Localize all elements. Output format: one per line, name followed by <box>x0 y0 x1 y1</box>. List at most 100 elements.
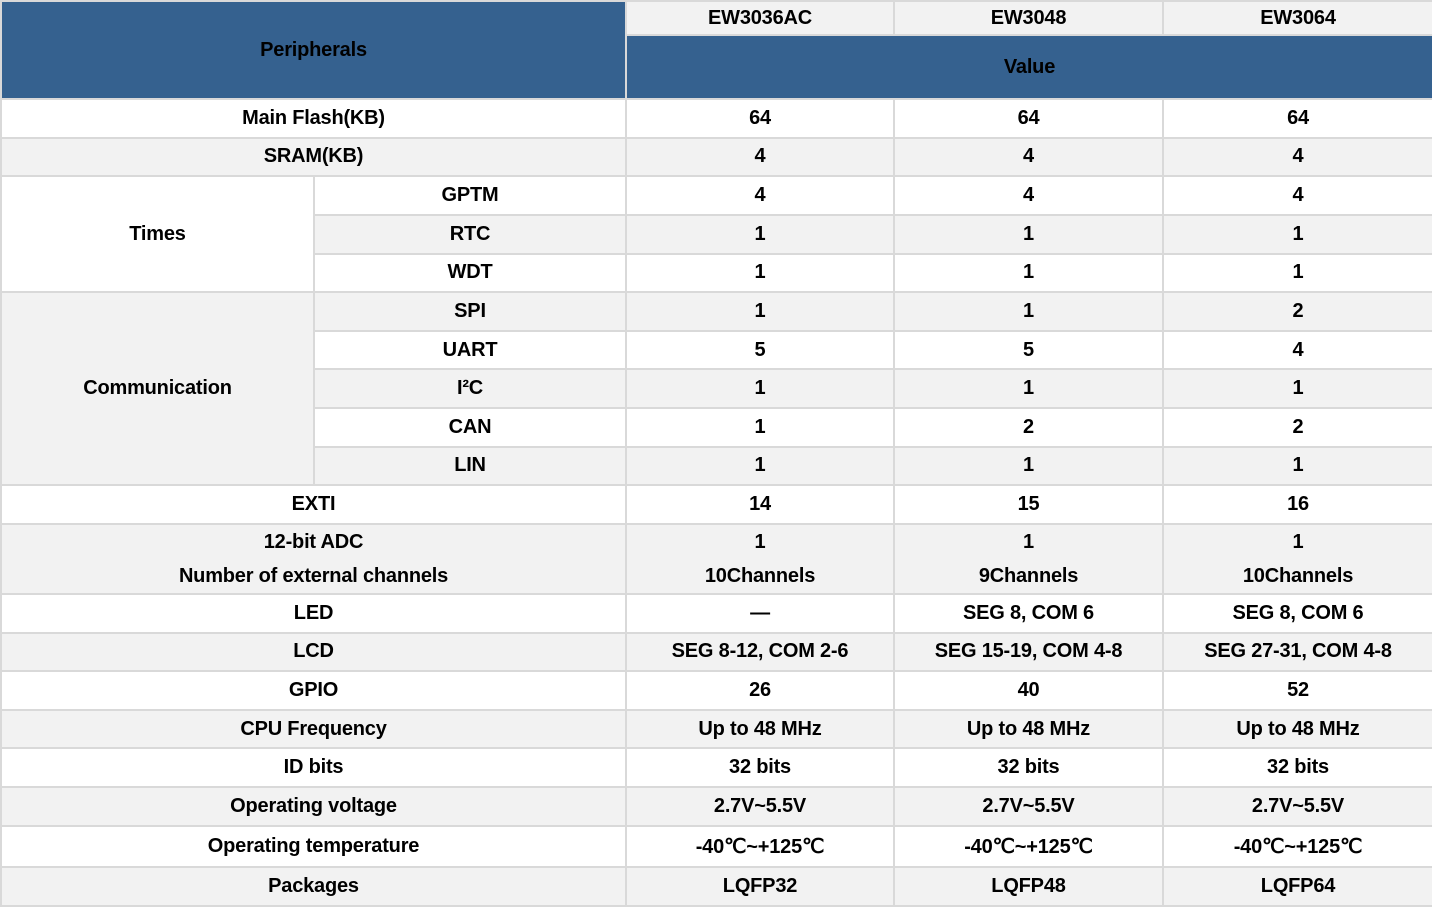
value-cell: 1 10Channels <box>1162 522 1432 595</box>
value-cell: 4 <box>1162 329 1432 371</box>
value-cell: 1 <box>1162 252 1432 294</box>
adc-value-line1: 1 <box>754 530 766 553</box>
adc-label-line2: Number of external channels <box>178 564 449 587</box>
row-label-led: LED <box>0 592 627 634</box>
value-cell: 40 <box>893 670 1164 711</box>
value-cell: 2 <box>1162 407 1432 448</box>
table-row-sram: SRAM(KB) 4 4 4 <box>0 136 1432 178</box>
value-cell: -40℃~+125℃ <box>893 824 1164 869</box>
value-header-row: Value <box>1 34 1432 100</box>
value-cell: LQFP48 <box>893 866 1164 907</box>
value-cell: 1 <box>625 291 895 332</box>
value-cell: 64 <box>893 98 1164 139</box>
row-label-id-bits: ID bits <box>0 747 627 788</box>
value-cell: Up to 48 MHz <box>893 708 1164 750</box>
row-label-operating-temperature: Operating temperature <box>0 824 627 869</box>
table-row-cpu-frequency: CPU Frequency Up to 48 MHz Up to 48 MHz … <box>0 708 1432 750</box>
value-cell: Up to 48 MHz <box>625 708 895 750</box>
table-row-main-flash: Main Flash(KB) 64 64 64 <box>0 98 1432 139</box>
value-cell: Up to 48 MHz <box>1162 708 1432 750</box>
table-row-wdt: WDT 1 1 1 <box>1 252 1432 294</box>
value-cell: LQFP32 <box>625 866 895 907</box>
table-row-lcd: LCD SEG 8-12, COM 2-6 SEG 15-19, COM 4-8… <box>0 631 1432 673</box>
model-header-row: Peripherals EW3036AC EW3048 EW3064 <box>0 0 1432 100</box>
table-row-gptm: Times GPTM 4 4 4 <box>0 175 1432 294</box>
table-row-gpio: GPIO 26 40 52 <box>0 670 1432 711</box>
value-cell: 1 <box>893 368 1164 409</box>
value-cell: 2.7V~5.5V <box>625 786 895 827</box>
value-cell: 4 <box>1162 175 1432 216</box>
table-row-uart: UART 5 5 4 <box>1 329 1432 371</box>
table-row-adc: 12-bit ADC Number of external channels 1… <box>0 522 1432 595</box>
value-cell: 4 <box>625 175 895 216</box>
row-label-lin: LIN <box>313 445 627 487</box>
value-header: Value <box>625 34 1432 100</box>
table-row-led: LED — SEG 8, COM 6 SEG 8, COM 6 <box>0 592 1432 634</box>
table-row-operating-temperature: Operating temperature -40℃~+125℃ -40℃~+1… <box>0 824 1432 869</box>
row-label-spi: SPI <box>313 291 627 332</box>
value-cell: 64 <box>1162 98 1432 139</box>
row-label-lcd: LCD <box>0 631 627 673</box>
row-label-gpio: GPIO <box>0 670 627 711</box>
value-cell: 1 <box>625 252 895 294</box>
row-label-wdt: WDT <box>313 252 627 294</box>
value-cell: 1 <box>625 407 895 448</box>
column-header-ew3048: EW3048 <box>893 0 1164 36</box>
value-cell: 1 <box>1162 213 1432 255</box>
row-label-can: CAN <box>313 407 627 448</box>
value-cell: 2.7V~5.5V <box>893 786 1164 827</box>
row-label-exti: EXTI <box>0 484 627 525</box>
value-cell: 1 10Channels <box>625 522 895 595</box>
row-label-operating-voltage: Operating voltage <box>0 786 627 827</box>
value-cell: 1 <box>1162 445 1432 487</box>
value-cell: 16 <box>1162 484 1432 525</box>
value-cell: 32 bits <box>625 747 895 788</box>
row-label-i2c: I²C <box>313 368 627 409</box>
adc-value-line1: 1 <box>1023 530 1034 553</box>
row-label-uart: UART <box>313 329 627 371</box>
column-header-ew3064: EW3064 <box>1162 0 1432 36</box>
adc-value-line1: 1 <box>1292 530 1304 553</box>
value-cell: 1 <box>893 291 1164 332</box>
value-cell: 1 <box>625 445 895 487</box>
table-row-lin: LIN 1 1 1 <box>1 445 1432 487</box>
value-cell: SEG 8-12, COM 2-6 <box>625 631 895 673</box>
value-cell: 1 <box>893 213 1164 255</box>
value-cell: 2 <box>1162 291 1432 332</box>
value-cell: 1 <box>625 213 895 255</box>
adc-value-line2: 10Channels <box>704 564 816 587</box>
row-label-gptm: GPTM <box>313 175 627 216</box>
value-cell: 1 <box>893 445 1164 487</box>
value-cell: 5 <box>893 329 1164 371</box>
row-label-packages: Packages <box>0 866 627 907</box>
table-row-i2c: I²C 1 1 1 <box>1 368 1432 409</box>
row-label-main-flash: Main Flash(KB) <box>0 98 627 139</box>
value-cell: 26 <box>625 670 895 711</box>
value-cell: SEG 8, COM 6 <box>893 592 1164 634</box>
value-cell: 64 <box>625 98 895 139</box>
value-cell: -40℃~+125℃ <box>1162 824 1432 869</box>
row-label-adc: 12-bit ADC Number of external channels <box>0 522 627 595</box>
row-label-rtc: RTC <box>313 213 627 255</box>
value-cell: 1 9Channels <box>893 522 1164 595</box>
value-cell: 2 <box>893 407 1164 448</box>
value-cell: 1 <box>1162 368 1432 409</box>
value-cell: 4 <box>893 175 1164 216</box>
row-label-cpu-frequency: CPU Frequency <box>0 708 627 750</box>
value-cell: 5 <box>625 329 895 371</box>
value-cell: 4 <box>893 136 1164 178</box>
value-cell: 52 <box>1162 670 1432 711</box>
group-label-times: Times <box>0 175 315 294</box>
table-row-can: CAN 1 2 2 <box>1 407 1432 448</box>
value-cell: SEG 15-19, COM 4-8 <box>893 631 1164 673</box>
adc-label-line1: 12-bit ADC <box>263 530 364 553</box>
peripherals-header: Peripherals <box>0 0 627 100</box>
value-cell: LQFP64 <box>1162 866 1432 907</box>
value-cell: 1 <box>893 252 1164 294</box>
adc-value-line2: 10Channels <box>1242 564 1354 587</box>
value-cell: 1 <box>625 368 895 409</box>
value-cell: 32 bits <box>1162 747 1432 788</box>
value-cell: 2.7V~5.5V <box>1162 786 1432 827</box>
value-cell: 32 bits <box>893 747 1164 788</box>
